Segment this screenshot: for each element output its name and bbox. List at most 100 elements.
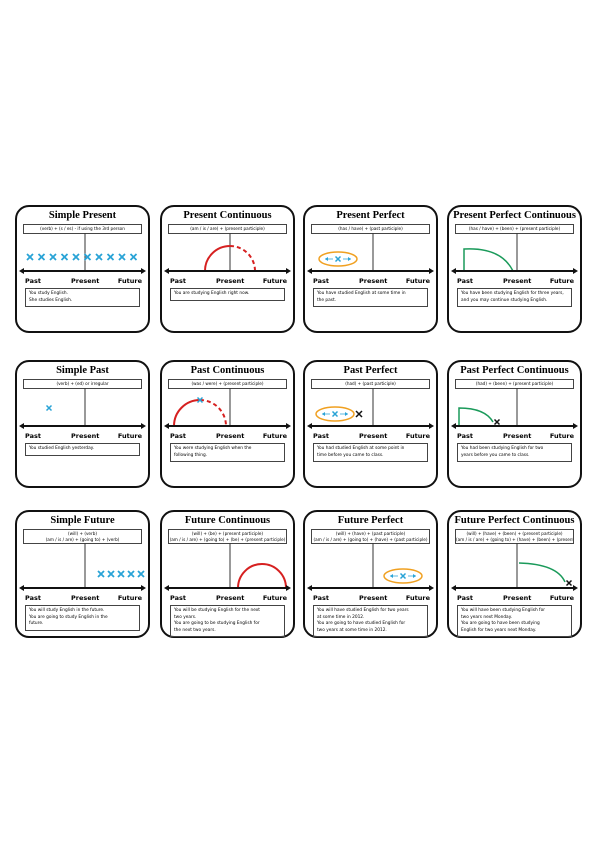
diagram-shape (95, 253, 103, 261)
timeline-label: Present (71, 277, 100, 285)
example-line: You are going to have studied English fo… (317, 621, 406, 626)
example-box: You had been studying English for two yea… (457, 443, 572, 462)
timeline (307, 543, 434, 591)
formula-box: (had) + (past participle) (311, 379, 430, 389)
diagram-shape (107, 570, 115, 578)
card-title: Simple Future (50, 515, 115, 526)
timeline-label: Future (549, 432, 574, 440)
formula-line: (verb) + (ed) or irregular (56, 381, 109, 386)
timeline-label: Past (313, 594, 329, 602)
formula-line: (am / is / are) + (going to) + (have) + … (313, 536, 428, 542)
formula-line: (had) + (been) + (present participle) (475, 381, 554, 386)
timeline-label: Future (262, 432, 287, 440)
example-line: the next two years. (174, 627, 216, 633)
formula-box: (will) + (be) + (present participle) (am … (168, 529, 287, 544)
diagram-shape (565, 579, 573, 587)
example-box: You were studying English when the follow… (170, 443, 285, 462)
timeline (164, 388, 291, 429)
example-line: two years next Monday. (461, 614, 512, 620)
diagram-shape (83, 253, 92, 261)
timeline-label: Future (549, 277, 574, 285)
diagram-shape (137, 570, 145, 578)
diagram-shape (118, 253, 126, 261)
timeline-label: Present (71, 432, 100, 440)
tense-card: Present Continuous (am / is / are) + (pre… (160, 205, 295, 333)
example-line: You will be studying English for the nex… (174, 608, 260, 613)
diagram-shape (315, 406, 355, 422)
timeline-label: Past (170, 432, 186, 440)
timeline-label: Future (262, 277, 287, 285)
example-line: You had studied English at some point in (317, 446, 405, 451)
timeline-label: Past (170, 594, 186, 602)
example-box: You studied English yesterday. (25, 443, 140, 456)
tense-card: Simple Past (verb) + (ed) or irregular Pas… (15, 360, 150, 488)
example-box: You will have studied English for two ye… (313, 605, 428, 637)
diagram-shape (45, 404, 53, 412)
timeline (451, 543, 578, 591)
timeline-label: Future (549, 594, 574, 602)
diagram-shape (204, 245, 231, 272)
formula-box: (will) + (verb) (am / is / are) + (going … (23, 529, 142, 544)
example-box: You have studied English at some time in… (313, 288, 428, 307)
timeline-label: Past (170, 277, 186, 285)
timeline-label: Present (503, 277, 532, 285)
diagram-shape (458, 407, 494, 426)
formula-line: (will) + (verb) (67, 531, 98, 536)
timeline-label: Future (117, 432, 142, 440)
diagram-shape (106, 253, 115, 261)
example-line: You are going to study English in the (29, 614, 108, 620)
example-line: and you may continue studying English. (461, 297, 548, 303)
formula-line: (will) + (have) + (been) + (present part… (466, 531, 563, 536)
card-title: Past Perfect (343, 365, 398, 376)
timeline (19, 543, 146, 591)
example-box: You had studied English at some point in… (313, 443, 428, 462)
formula-box: (will) + (have) + (past participle) (am /… (311, 529, 430, 544)
example-line: the past. (317, 297, 337, 303)
formula-box: (verb) + (ed) or irregular (23, 379, 142, 389)
example-box: You study English. She studies English. (25, 288, 140, 307)
example-line: You were studying English when the (174, 446, 252, 451)
tense-card: Past Perfect (had) + (past participle) Pas… (303, 360, 438, 488)
tense-card: Past Continuous (was / were) + (present p… (160, 360, 295, 488)
diagram-shape (383, 568, 423, 584)
timeline-label: Present (216, 277, 245, 285)
diagram-shape (390, 574, 416, 578)
example-line: You are going to be studying English for (174, 621, 260, 626)
example-line: You studied English yesterday. (29, 446, 95, 451)
tense-card: Present Perfect (has / have) + (past part… (303, 205, 438, 333)
diagram-shape (199, 399, 227, 427)
diagram-shape (355, 410, 363, 418)
formula-box: (will) + (have) + (been) + (present part… (455, 529, 574, 544)
diagram-shape (229, 245, 256, 272)
formula-line: (am / is / are) + (going to) + (have) + … (456, 536, 574, 542)
diagram-shape (26, 253, 34, 261)
example-line: You had been studying English for two (461, 446, 544, 451)
example-line: You are studying English right now. (174, 291, 250, 296)
timeline-label: Present (359, 432, 388, 440)
formula-line: (has / have) + (been) + (present partici… (468, 226, 561, 231)
card-title: Present Continuous (183, 210, 272, 221)
example-box: You are studying English right now. (170, 288, 285, 301)
formula-box: (am / is / are) + (present participle) (168, 224, 287, 234)
example-line: time before you came to class. (317, 452, 384, 458)
formula-line: (will) + (be) + (present participle) (191, 531, 264, 536)
card-title: Future Perfect Continuous (454, 515, 575, 526)
timeline (164, 543, 291, 591)
diagram-shape (331, 410, 339, 418)
timeline-label: Present (503, 432, 532, 440)
timeline-label: Present (359, 594, 388, 602)
example-box: You will be studying English for the nex… (170, 605, 285, 637)
diagram-shape (399, 572, 407, 580)
example-line: You will study English in the future. (29, 608, 105, 613)
diagram-shape (325, 257, 351, 261)
example-line: She studies English. (29, 297, 73, 303)
formula-box: (had) + (been) + (present participle) (455, 379, 574, 389)
diagram-shape (127, 570, 135, 578)
timeline-label: Past (25, 277, 41, 285)
timeline-label: Past (313, 277, 329, 285)
example-line: You will have studied English for two ye… (317, 608, 409, 613)
card-title: Future Continuous (184, 515, 271, 526)
card-title: Simple Present (48, 210, 117, 221)
card-title: Past Continuous (190, 365, 265, 376)
